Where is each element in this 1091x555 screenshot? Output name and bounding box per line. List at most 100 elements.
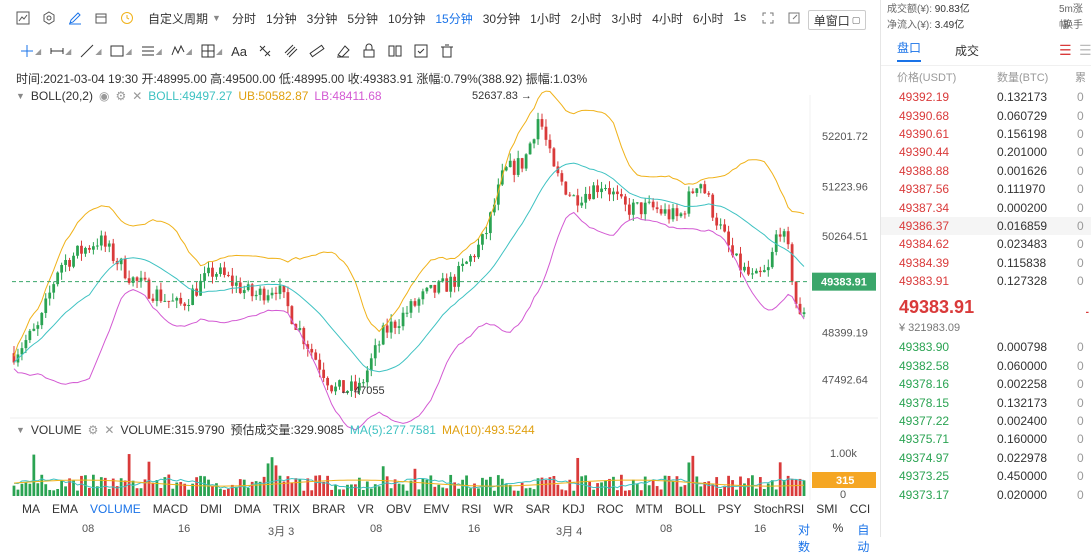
fullscreen-icon[interactable] xyxy=(755,8,781,28)
period-tab[interactable]: 5分钟 xyxy=(347,11,379,26)
text-tool-icon[interactable]: Aa xyxy=(231,43,248,59)
period-tab[interactable]: 1分钟 xyxy=(265,11,297,26)
indicator-tab[interactable]: MA xyxy=(22,502,40,516)
ask-row[interactable]: 49384.62 0.023483 0 xyxy=(881,235,1091,253)
fibonacci-tool-icon[interactable]: ◢ xyxy=(197,40,225,62)
calendar-icon[interactable] xyxy=(88,8,114,28)
period-tab[interactable]: 3小时 xyxy=(611,11,643,26)
settings-icon[interactable] xyxy=(36,8,62,28)
indicator-tab[interactable]: VOLUME xyxy=(90,502,141,516)
indicator-tab[interactable]: MTM xyxy=(635,502,663,516)
close-icon[interactable]: ✕ xyxy=(132,89,143,103)
indicator-tab[interactable]: MACD xyxy=(152,502,189,516)
bid-row[interactable]: 49374.97 0.022978 0 xyxy=(881,449,1091,467)
collapse-icon[interactable]: ▼ xyxy=(16,424,25,435)
bid-row[interactable]: 49378.15 0.132173 0 xyxy=(881,393,1091,411)
ask-row[interactable]: 49388.88 0.001626 0 xyxy=(881,162,1091,180)
bid-row[interactable]: 49373.25 0.450000 0 xyxy=(881,467,1091,485)
auto-scale-link[interactable]: 自动 xyxy=(857,523,870,554)
period-tab[interactable]: 15分钟 xyxy=(435,11,473,26)
indicator-tab[interactable]: KDJ xyxy=(562,502,585,516)
indicator-tab[interactable]: EMV xyxy=(423,502,450,516)
indicator-tab[interactable]: WR xyxy=(493,502,514,516)
clock-icon[interactable] xyxy=(114,8,140,28)
period-tab[interactable]: 2小时 xyxy=(570,11,602,26)
period-tab[interactable]: 分时 xyxy=(231,11,256,26)
bid-row[interactable]: 49375.71 0.160000 0 xyxy=(881,430,1091,448)
indicator-tab[interactable]: PSY xyxy=(717,502,742,516)
pattern-tool-icon[interactable] xyxy=(253,40,277,62)
crosshair-tool-icon[interactable]: ◢ xyxy=(21,45,42,57)
indicator-tab[interactable]: VR xyxy=(357,502,375,516)
ask-row[interactable]: 49390.61 0.156198 0 xyxy=(881,125,1091,143)
layout-icon-2[interactable]: ☰ xyxy=(1079,42,1091,58)
indicator-tab[interactable]: DMI xyxy=(200,502,223,516)
ask-row[interactable]: 49387.34 0.000200 0 xyxy=(881,198,1091,216)
ask-row[interactable]: 49384.39 0.115838 0 xyxy=(881,254,1091,272)
gear-icon[interactable]: ⚙ xyxy=(115,89,127,103)
draw-icon[interactable] xyxy=(62,8,88,28)
parallel-lines-tool-icon[interactable]: ◢ xyxy=(141,46,162,56)
screenshot-tool-icon[interactable] xyxy=(409,40,433,62)
log-scale-link[interactable]: 对数 xyxy=(798,523,811,554)
indicator-tab[interactable]: DMA xyxy=(234,502,261,516)
magnet-tool-icon[interactable] xyxy=(279,40,303,62)
collapse-icon[interactable]: ▼ xyxy=(16,91,25,101)
tab-trades[interactable]: 成交 xyxy=(955,44,980,58)
tab-orderbook[interactable]: 盘口 xyxy=(897,39,922,62)
wave-tool-icon[interactable]: ◢ xyxy=(167,40,195,62)
ask-row[interactable]: 49392.19 0.132173 0 xyxy=(881,88,1091,106)
period-tab[interactable]: 1s xyxy=(733,9,747,24)
ask-row[interactable]: 49387.56 0.111970 0 xyxy=(881,180,1091,198)
ask-row[interactable]: 49386.37 0.016859 0 xyxy=(881,216,1091,236)
ask-row[interactable]: 49390.44 0.201000 0 xyxy=(881,143,1091,161)
eraser-tool-icon[interactable] xyxy=(331,40,355,62)
indicator-tab[interactable]: OBV xyxy=(386,502,412,516)
delete-tool-icon[interactable] xyxy=(435,40,459,62)
bid-row[interactable]: 49377.22 0.002400 0 xyxy=(881,412,1091,430)
indicator-tab[interactable]: StochRSI xyxy=(753,502,805,516)
period-tab[interactable]: 30分钟 xyxy=(482,11,521,26)
eye-icon[interactable]: ◉ xyxy=(98,89,110,103)
period-tab[interactable]: 1小时 xyxy=(530,11,561,26)
popout-icon[interactable] xyxy=(781,8,807,28)
window-mode-select[interactable]: 单窗口 ▢ xyxy=(808,10,866,30)
ask-row[interactable]: 49383.91 0.127328 0 xyxy=(881,272,1091,290)
candle-body xyxy=(786,231,790,245)
period-tab[interactable]: 4小时 xyxy=(652,11,683,26)
bid-row[interactable]: 49382.58 0.060000 0 xyxy=(881,357,1091,375)
visibility-tool-icon[interactable] xyxy=(383,40,407,62)
candle-body xyxy=(24,340,28,349)
period-tab[interactable]: 6小时 xyxy=(692,11,724,26)
volume-bar xyxy=(492,490,496,496)
horizontal-line-tool-icon[interactable]: ◢ xyxy=(50,46,72,56)
period-tab[interactable]: 10分钟 xyxy=(388,11,426,26)
indicator-tab[interactable]: ROC xyxy=(596,502,624,516)
candlestick-chart[interactable]: 52201.72 51223.96 50264.51 48399.19 47492.64… xyxy=(0,0,878,520)
indicator-tab[interactable]: SAR xyxy=(525,502,551,516)
custom-period-select[interactable]: 自定义周期 ▼ xyxy=(148,10,221,27)
ruler-tool-icon[interactable] xyxy=(305,40,329,62)
indicator-tab[interactable]: RSI xyxy=(461,502,482,516)
trend-line-tool-icon[interactable]: ◢ xyxy=(76,40,104,62)
chart-area[interactable]: 自定义周期 ▼ 分时 1分钟 3分钟 5分钟 10分钟 15分钟 30分钟 1小时 2小时 3小时… xyxy=(0,0,878,554)
indicator-tab[interactable]: SMI xyxy=(816,502,838,516)
indicator-tab[interactable]: TRIX xyxy=(272,502,301,516)
indicator-tab[interactable]: BRAR xyxy=(312,502,346,516)
bid-row[interactable]: 49378.16 0.002258 0 xyxy=(881,375,1091,393)
bid-row[interactable]: 49383.90 0.000798 0 xyxy=(881,338,1091,356)
layout-icon[interactable]: ☰ xyxy=(1059,42,1072,58)
candle-body xyxy=(520,158,524,169)
lock-tool-icon[interactable] xyxy=(357,40,381,62)
ask-row[interactable]: 49390.68 0.060729 0 xyxy=(881,106,1091,124)
indicator-tab[interactable]: EMA xyxy=(52,502,79,516)
bid-row[interactable]: 49373.17 0.020000 0 xyxy=(881,485,1091,503)
rectangle-tool-icon[interactable]: ◢ xyxy=(106,40,134,62)
indicator-tab[interactable]: CCI xyxy=(849,502,871,516)
percent-scale-link[interactable]: % xyxy=(832,521,844,535)
indicator-tab[interactable]: BOLL xyxy=(674,502,706,516)
close-icon[interactable]: ✕ xyxy=(104,422,115,437)
chart-type-icon[interactable] xyxy=(10,8,36,28)
gear-icon[interactable]: ⚙ xyxy=(87,422,99,437)
period-tab[interactable]: 3分钟 xyxy=(306,11,338,26)
